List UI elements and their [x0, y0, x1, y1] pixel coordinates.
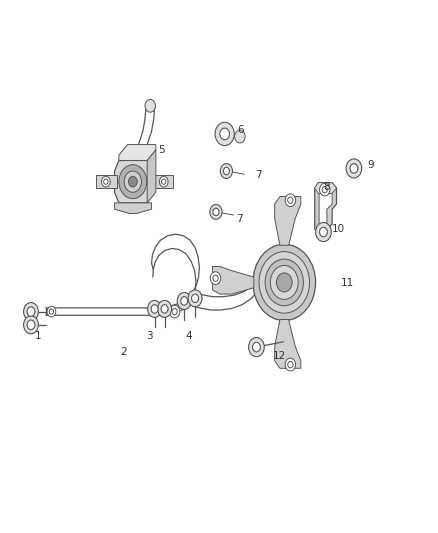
Polygon shape [115, 203, 152, 214]
Circle shape [249, 337, 264, 357]
Text: 4: 4 [185, 332, 192, 342]
Circle shape [47, 306, 56, 317]
Circle shape [320, 227, 327, 237]
Text: 2: 2 [120, 348, 127, 358]
Circle shape [162, 179, 166, 184]
Polygon shape [96, 175, 117, 188]
Circle shape [104, 179, 108, 184]
Polygon shape [115, 160, 152, 203]
Text: 11: 11 [341, 278, 354, 288]
Circle shape [320, 183, 330, 196]
Circle shape [145, 100, 155, 112]
Circle shape [188, 290, 202, 307]
Polygon shape [275, 319, 301, 368]
Circle shape [220, 164, 233, 179]
Circle shape [24, 316, 39, 334]
Polygon shape [319, 193, 332, 224]
Circle shape [350, 164, 358, 173]
Circle shape [265, 259, 304, 306]
Circle shape [253, 244, 316, 320]
Circle shape [172, 309, 177, 315]
Polygon shape [212, 266, 254, 294]
Circle shape [158, 301, 172, 317]
Text: 1: 1 [35, 332, 42, 342]
Circle shape [177, 293, 191, 310]
Circle shape [285, 194, 296, 207]
Circle shape [270, 265, 298, 300]
Circle shape [170, 305, 180, 318]
Polygon shape [315, 183, 336, 193]
Circle shape [223, 167, 230, 175]
Circle shape [288, 361, 293, 368]
Circle shape [27, 320, 35, 329]
Circle shape [276, 273, 292, 292]
Circle shape [161, 305, 168, 313]
Circle shape [148, 301, 162, 317]
Circle shape [316, 222, 331, 241]
Circle shape [24, 303, 39, 320]
Text: 8: 8 [324, 182, 330, 192]
Text: 9: 9 [367, 160, 374, 169]
Circle shape [285, 358, 296, 371]
Polygon shape [153, 175, 173, 188]
Circle shape [215, 122, 234, 146]
Circle shape [288, 197, 293, 204]
Circle shape [259, 252, 310, 313]
Circle shape [210, 272, 221, 285]
Circle shape [213, 208, 219, 216]
Circle shape [151, 305, 158, 313]
Circle shape [181, 297, 187, 305]
Text: 7: 7 [237, 214, 243, 224]
Text: 12: 12 [273, 351, 286, 361]
Circle shape [124, 171, 141, 192]
Polygon shape [315, 183, 336, 229]
Circle shape [346, 159, 362, 178]
Circle shape [159, 176, 168, 187]
Circle shape [213, 275, 218, 281]
Text: 7: 7 [255, 171, 261, 180]
Circle shape [102, 176, 110, 187]
Text: 3: 3 [146, 332, 153, 342]
Polygon shape [147, 150, 156, 203]
Circle shape [119, 165, 147, 199]
Circle shape [128, 176, 137, 187]
Circle shape [27, 307, 35, 317]
Circle shape [49, 309, 53, 314]
Circle shape [210, 205, 222, 219]
Polygon shape [119, 144, 156, 160]
Text: 5: 5 [158, 145, 165, 155]
Circle shape [220, 128, 230, 140]
Circle shape [191, 294, 198, 303]
Text: 10: 10 [332, 224, 345, 235]
Circle shape [235, 130, 245, 143]
Polygon shape [275, 197, 301, 245]
Text: 6: 6 [237, 125, 244, 135]
Circle shape [322, 187, 327, 193]
Circle shape [253, 342, 260, 352]
